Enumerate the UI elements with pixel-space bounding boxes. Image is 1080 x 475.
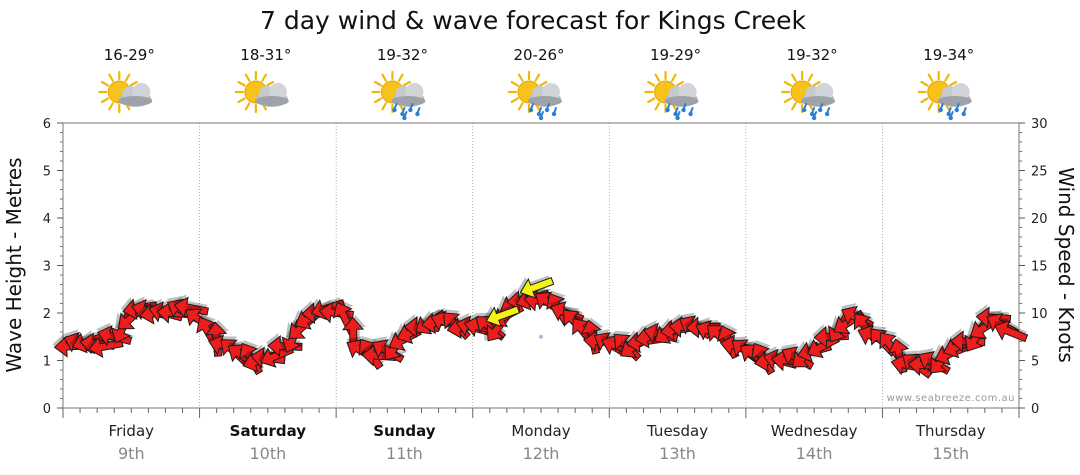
sun-rain-icon bbox=[917, 70, 972, 121]
day-name: Friday bbox=[109, 422, 155, 440]
day-labels: Friday 9th Saturday 10th Sunday 11th Monday 12t… bbox=[109, 422, 986, 463]
sun-rain-icon bbox=[644, 70, 699, 121]
day-date: 12th bbox=[523, 444, 560, 463]
left-axis-label: Wave Height - Metres bbox=[2, 157, 26, 372]
left-tick-label: 4 bbox=[43, 212, 51, 227]
day-date: 11th bbox=[386, 444, 423, 463]
sun-rain-icon bbox=[507, 70, 562, 121]
chart-grid bbox=[62, 123, 1020, 418]
chart-title: 7 day wind & wave forecast for Kings Cre… bbox=[260, 6, 807, 35]
right-tick-label: 30 bbox=[1031, 117, 1048, 132]
day-temperature: 19-34° bbox=[923, 46, 974, 64]
wind-arrow bbox=[993, 317, 1029, 343]
right-tick-label: 0 bbox=[1031, 402, 1039, 417]
day-name: Monday bbox=[511, 422, 570, 440]
wind-series bbox=[52, 275, 1029, 379]
day-date: 15th bbox=[932, 444, 969, 463]
day-name: Saturday bbox=[230, 422, 307, 440]
day-name: Sunday bbox=[373, 422, 436, 440]
plot-area-border bbox=[62, 122, 1020, 409]
day-temperature: 18-31° bbox=[240, 46, 291, 64]
right-tick-label: 15 bbox=[1031, 260, 1048, 275]
sun-rain-icon bbox=[781, 70, 836, 121]
day-date: 14th bbox=[796, 444, 833, 463]
wind-arrow-strong bbox=[483, 304, 521, 328]
day-temperature: 20-26° bbox=[513, 46, 564, 64]
day-date: 10th bbox=[249, 444, 286, 463]
right-tick-label: 20 bbox=[1031, 212, 1048, 227]
left-tick-label: 0 bbox=[43, 402, 51, 417]
weather-row: 16-29° 18-31° 19-32° 20-26° 19-29° 19-32° 19-3… bbox=[98, 46, 974, 121]
left-tick-label: 3 bbox=[43, 260, 51, 275]
left-tick-label: 1 bbox=[43, 355, 51, 370]
left-tick-label: 2 bbox=[43, 307, 51, 322]
watermark: www.seabreeze.com.au bbox=[887, 393, 1015, 404]
wind-arrow-strong bbox=[517, 275, 555, 299]
day-temperature: 19-32° bbox=[787, 46, 838, 64]
day-temperature: 19-32° bbox=[377, 46, 428, 64]
right-axis: 0 5 10 15 20 25 30 bbox=[1019, 117, 1048, 417]
partly-cloudy-icon bbox=[98, 70, 153, 114]
day-temperature: 19-29° bbox=[650, 46, 701, 64]
partly-cloudy-icon bbox=[234, 70, 289, 114]
left-tick-label: 5 bbox=[43, 165, 51, 180]
day-date: 13th bbox=[659, 444, 696, 463]
right-tick-label: 25 bbox=[1031, 165, 1048, 180]
right-tick-label: 10 bbox=[1031, 307, 1048, 322]
wave-point bbox=[539, 334, 543, 339]
day-name: Wednesday bbox=[771, 422, 858, 440]
left-axis: 0 1 2 3 4 5 6 bbox=[43, 117, 63, 417]
right-axis-label: Wind Speed - Knots bbox=[1054, 167, 1078, 363]
day-name: Thursday bbox=[915, 422, 986, 440]
day-date: 9th bbox=[118, 444, 145, 463]
sun-rain-icon bbox=[371, 70, 426, 121]
day-temperature: 16-29° bbox=[104, 46, 155, 64]
day-name: Tuesday bbox=[646, 422, 708, 440]
right-tick-label: 5 bbox=[1031, 355, 1039, 370]
left-tick-label: 6 bbox=[43, 117, 51, 132]
